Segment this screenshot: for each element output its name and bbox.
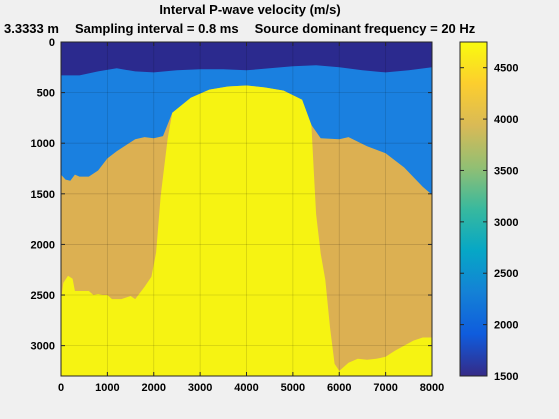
colorbar-tick-label: 4000 (494, 114, 518, 126)
colorbar (459, 41, 488, 377)
y-tick-label: 500 (37, 88, 55, 100)
colorbar-tick-label: 2000 (494, 320, 518, 332)
source-frequency-label: Source dominant frequency = 20 Hz (254, 21, 476, 36)
colorbar-tick-label: 1500 (494, 371, 518, 383)
colorbar-tick-label: 3000 (494, 217, 518, 229)
x-tick-label: 6000 (327, 382, 351, 394)
y-tick-label: 2500 (31, 290, 55, 302)
chart-title: Interval P-wave velocity (m/s) (159, 2, 341, 17)
x-tick-label: 3000 (188, 382, 212, 394)
x-tick-label: 5000 (281, 382, 305, 394)
x-tick-label: 0 (58, 382, 64, 394)
y-tick-label: 3000 (31, 341, 55, 353)
x-tick-label: 2000 (142, 382, 166, 394)
y-tick-label: 1500 (31, 189, 55, 201)
y-tick-label: 2000 (31, 239, 55, 251)
x-tick-label: 8000 (420, 382, 444, 394)
colorbar-tick-label: 3500 (494, 165, 518, 177)
sampling-interval-label: Sampling interval = 0.8 ms (74, 21, 239, 36)
x-tick-label: 4000 (234, 382, 258, 394)
spatial-sampling-label: 3.3333 m (4, 21, 59, 36)
x-tick-label: 1000 (95, 382, 119, 394)
y-tick-label: 0 (49, 37, 55, 49)
x-tick-label: 7000 (373, 382, 397, 394)
chart-subtitle: 3.3333 m Sampling interval = 0.8 ms Source… (4, 21, 559, 36)
colorbar-tick-label: 2500 (494, 268, 518, 280)
colorbar-tick-label: 4500 (494, 63, 518, 75)
y-tick-label: 1000 (31, 138, 55, 150)
layer-salt (61, 85, 432, 376)
